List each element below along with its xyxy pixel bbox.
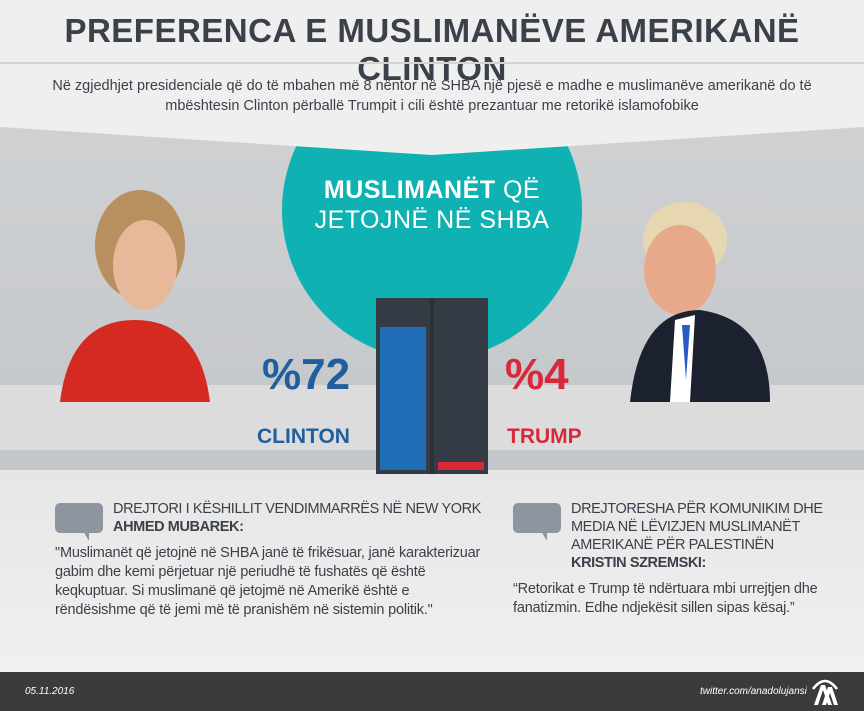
speaker-role: DREJTORESHA PËR KOMUNIKIM DHE MEDIA NË L…: [571, 501, 823, 553]
trump-percent: %4: [505, 350, 569, 399]
trump-portrait: [630, 202, 770, 402]
speaker-1-header: DREJTORI I KËSHILLIT VENDIMMARRËS NË NEW…: [55, 500, 490, 541]
quote-1: "Muslimanët që jetojnë në SHBA janë të f…: [55, 545, 481, 618]
footer: 05.11.2016 twitter.com/anadolujansi: [0, 672, 864, 711]
quote-2: “Retorikat e Trump të ndërtuara mbi urre…: [513, 581, 818, 616]
twitter-link[interactable]: twitter.com/anadolujansi: [700, 686, 807, 697]
speech-bubble-icon: [55, 503, 103, 541]
quotes-background: [0, 470, 864, 672]
trump-label: TRUMP: [507, 425, 582, 448]
aa-logo-icon: [812, 679, 838, 705]
page-title: PREFERENCA E MUSLIMANËVE AMERIKANË CLINT…: [64, 12, 800, 87]
clinton-bar: [380, 327, 426, 470]
trump-bar: [438, 462, 484, 470]
ballot-divider: [430, 298, 434, 474]
quote-block-2: DREJTORESHA PËR KOMUNIKIM DHE MEDIA NË L…: [513, 500, 848, 618]
speaker-name: AHMED MUBAREK:: [113, 519, 244, 535]
subtitle: Në zgjedhjet presidenciale që do të mbah…: [52, 78, 812, 114]
clinton-percent: %72: [262, 350, 351, 399]
heading-rest: QË: [495, 176, 541, 204]
heading-line2: JETOJNË NË SHBA: [314, 206, 550, 234]
date: 05.11.2016: [25, 686, 75, 697]
speaker-2-header: DREJTORESHA PËR KOMUNIKIM DHE MEDIA NË L…: [513, 500, 848, 572]
speaker-2: DREJTORESHA PËR KOMUNIKIM DHE MEDIA NË L…: [571, 500, 848, 572]
quote-block-1: DREJTORI I KËSHILLIT VENDIMMARRËS NË NEW…: [55, 500, 490, 620]
divider: [0, 62, 864, 64]
speaker-name: KRISTIN SZREMSKI:: [571, 555, 706, 571]
center-heading: MUSLIMANËT QË JETOJNË NË SHBA: [282, 175, 582, 235]
speaker-1: DREJTORI I KËSHILLIT VENDIMMARRËS NË NEW…: [113, 500, 481, 536]
speech-bubble-icon: [513, 503, 561, 541]
heading-bold: MUSLIMANËT: [323, 176, 496, 204]
speaker-role: DREJTORI I KËSHILLIT VENDIMMARRËS NË NEW…: [113, 501, 481, 517]
clinton-label: CLINTON: [257, 425, 350, 448]
clinton-portrait: [60, 190, 210, 402]
